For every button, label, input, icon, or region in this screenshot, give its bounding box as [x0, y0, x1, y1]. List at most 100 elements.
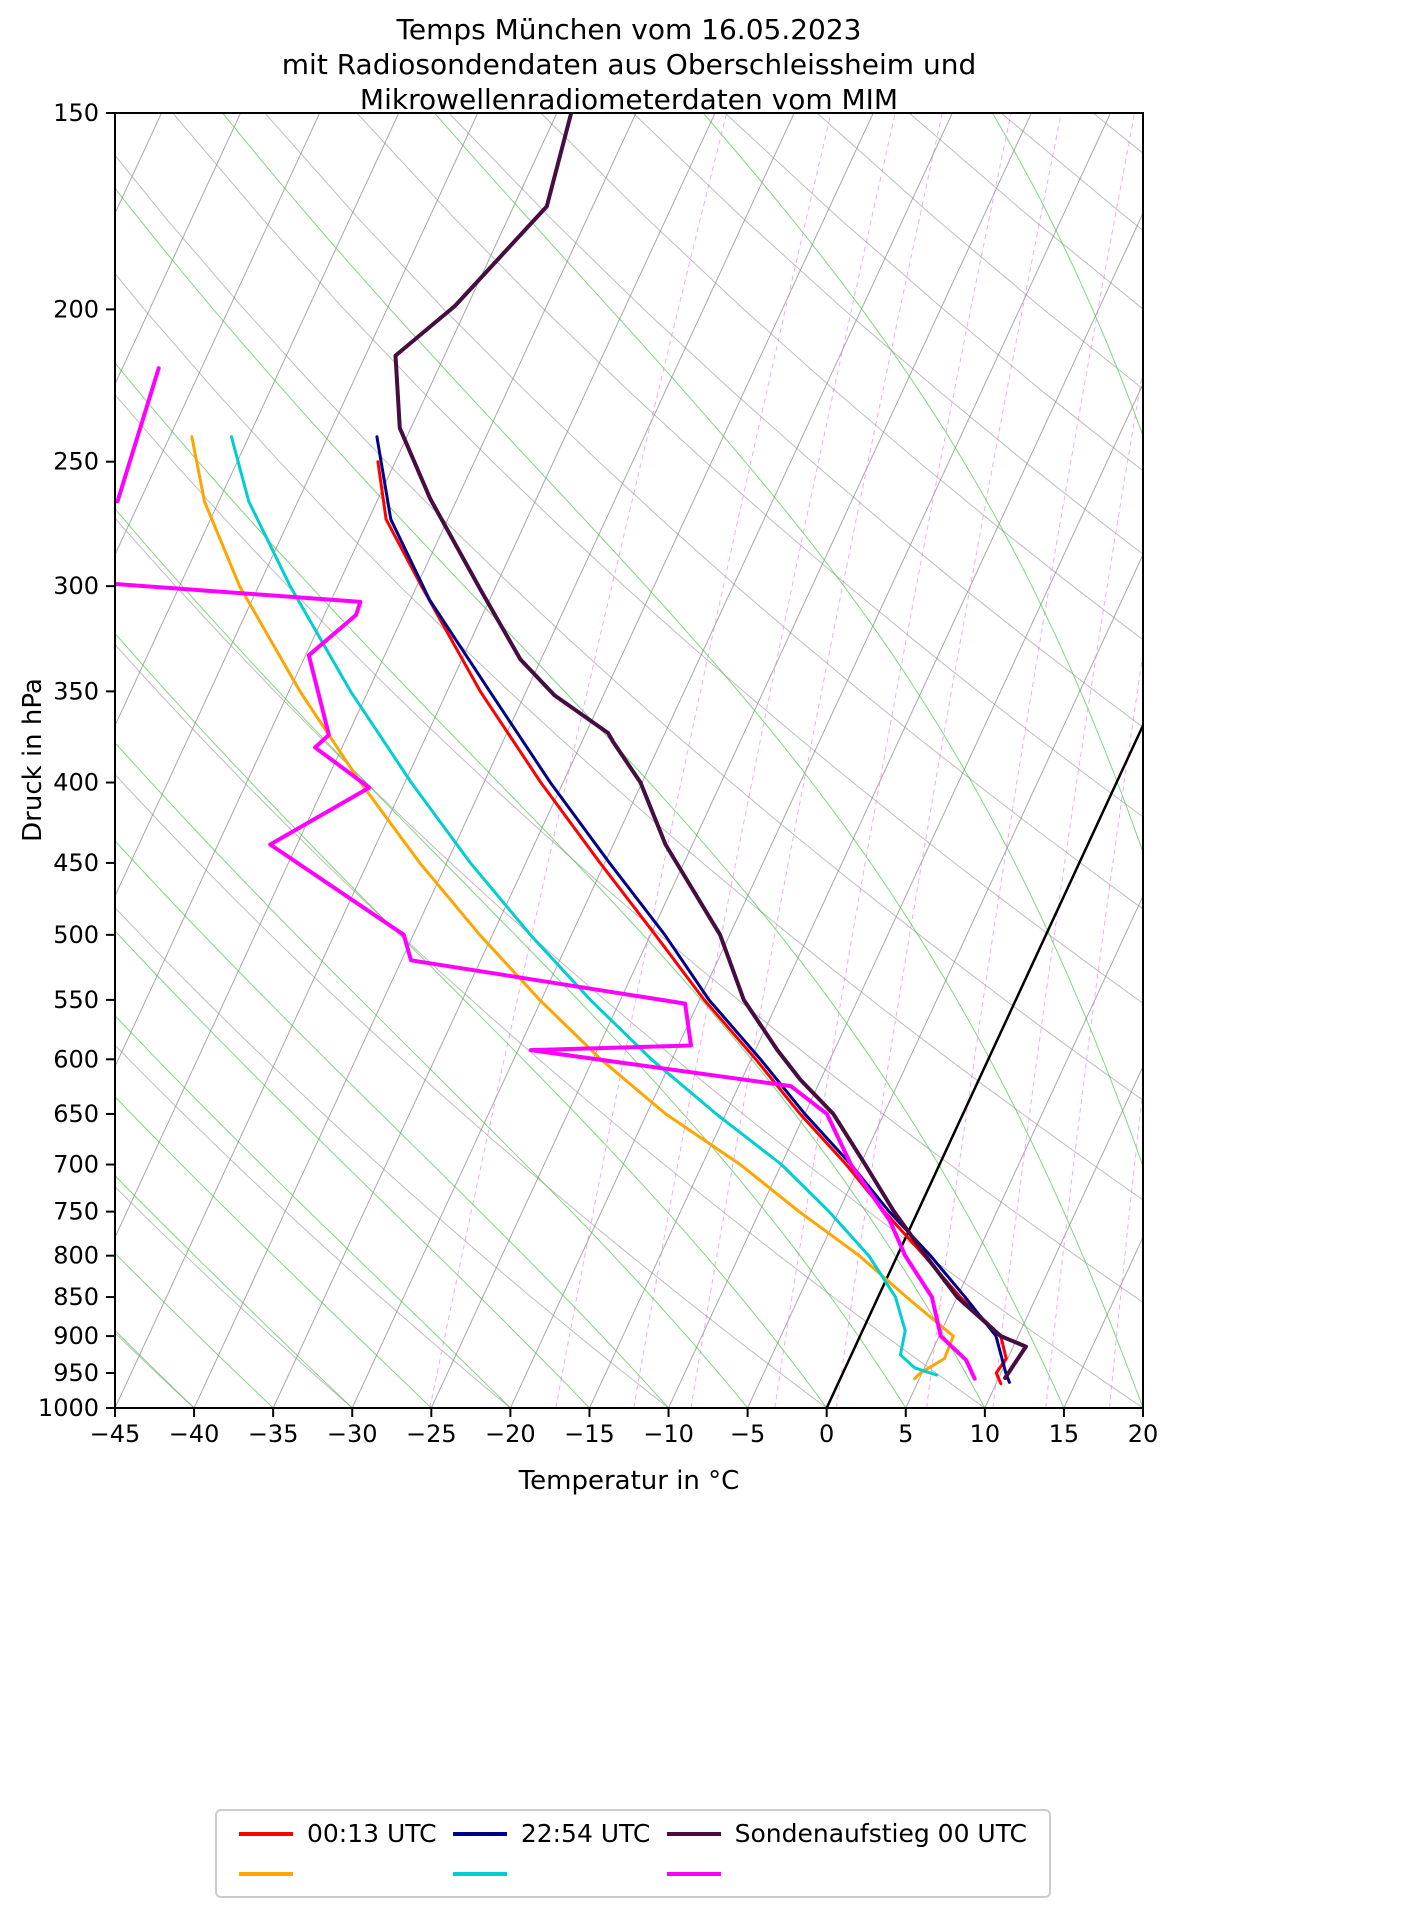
- plot-border: [114, 112, 1144, 1409]
- x-tick-label: −30: [327, 1420, 378, 1448]
- legend-entry-2254utc: 22:54 UTC: [452, 1819, 651, 1886]
- mixing-ratio-line: [926, 113, 1136, 1408]
- isotherm: [984, 1065, 1143, 1408]
- mixing-ratio-line: [690, 113, 943, 1408]
- mixing-ratio-line: [1242, 113, 1389, 1408]
- y-tick-label: 500: [53, 921, 99, 949]
- moist-adiabat: [115, 840, 669, 1408]
- legend-row: 00:13 UTC: [239, 1819, 437, 1848]
- dry-adiabat: [356, 113, 1143, 818]
- dry-adiabat: [115, 517, 1143, 1408]
- x-tick-label: −10: [643, 1420, 694, 1448]
- plot-area: [115, 113, 1427, 1408]
- y-tick-label: 650: [53, 1100, 99, 1128]
- mixing-ratio-line: [555, 113, 832, 1408]
- x-tick-label: 5: [898, 1420, 913, 1448]
- curve-temperature-0013utc: [376, 460, 1008, 1386]
- x-tick-label: −35: [248, 1420, 299, 1448]
- y-tick-label: 150: [53, 99, 99, 127]
- moist-adiabat: [115, 1174, 353, 1408]
- y-tick-label: 950: [53, 1359, 99, 1387]
- legend-label: 22:54 UTC: [520, 1819, 651, 1848]
- isotherm: [905, 894, 1143, 1408]
- legend-swatch-temperature-sondenaufstieg: [666, 1831, 721, 1836]
- figure-title-line3: Mikrowellenradiometerdaten vom MIM: [359, 83, 899, 116]
- dry-adiabat: [816, 113, 1143, 390]
- dry-adiabat: [115, 773, 827, 1408]
- moist-adiabat: [434, 113, 1143, 1168]
- mixing-ratio-line: [633, 113, 896, 1408]
- y-tick-label: 800: [53, 1242, 99, 1270]
- y-tick-label: 250: [53, 448, 99, 476]
- x-tick-label: 0: [819, 1420, 834, 1448]
- mixing-ratio-line: [429, 113, 728, 1408]
- figure-title: Temps München vom 16.05.2023 mit Radioso…: [115, 12, 1143, 117]
- x-tick-label: −20: [485, 1420, 536, 1448]
- legend: 00:13 UTC 22:54 UTC Sondenaufstieg 00 UT…: [215, 1809, 1051, 1898]
- legend-row: [666, 1861, 1027, 1886]
- x-tick-label: −5: [730, 1420, 765, 1448]
- y-tick-label: 300: [53, 572, 99, 600]
- x-tick-label: 15: [1049, 1420, 1080, 1448]
- dry-adiabat: [172, 113, 1143, 1004]
- legend-label: Sondenaufstieg 00 UTC: [734, 1819, 1027, 1848]
- y-tick-label: 700: [53, 1151, 99, 1179]
- mixing-ratio-line: [774, 113, 1012, 1408]
- x-tick-label: −25: [406, 1420, 457, 1448]
- dry-adiabat: [448, 113, 1143, 728]
- x-tick-label: −15: [564, 1420, 615, 1448]
- isotherm: [115, 113, 242, 386]
- moist-adiabat: [115, 741, 748, 1408]
- isotherm: [430, 113, 1032, 1408]
- isotherm: [589, 212, 1143, 1408]
- y-tick-label: 550: [53, 986, 99, 1014]
- legend-swatch-dewpoint-0013utc: [239, 1871, 293, 1876]
- mixing-ratio-line: [992, 367, 1143, 1408]
- dry-adiabat: [632, 113, 1143, 555]
- zero-isotherm: [825, 722, 1143, 1408]
- y-tick-label: 900: [53, 1322, 99, 1350]
- moist-adiabat: [115, 632, 828, 1408]
- dry-adiabat: [264, 113, 1143, 910]
- isotherm: [115, 113, 479, 898]
- moist-adiabat: [992, 113, 1143, 438]
- x-tick-label: −40: [169, 1420, 220, 1448]
- moist-adiabat: [115, 508, 907, 1408]
- curve-temperature-2254utc: [375, 435, 1011, 1384]
- dry-adiabat: [115, 643, 986, 1408]
- dry-adiabat: [115, 1186, 353, 1408]
- curve-temperature-sondenaufstieg-00utc: [393, 113, 1028, 1380]
- isotherm: [115, 113, 400, 727]
- isotherm: [668, 382, 1143, 1408]
- moist-adiabat: [222, 113, 1143, 1408]
- legend-label: 00:13 UTC: [307, 1819, 437, 1848]
- legend-row: 22:54 UTC: [452, 1819, 651, 1848]
- curve-dewpoint-0013utc: [190, 435, 955, 1381]
- x-axis-label: Temperatur in °C: [518, 1466, 740, 1496]
- mixing-ratio-line: [835, 113, 1062, 1408]
- x-tick-label: 20: [1128, 1420, 1159, 1448]
- legend-row: Sondenaufstieg 00 UTC: [666, 1819, 1027, 1848]
- moist-adiabat: [115, 362, 986, 1408]
- moist-adiabat: [1225, 113, 1427, 1408]
- legend-row: [452, 1861, 651, 1886]
- x-tick-label: 10: [970, 1420, 1001, 1448]
- y-tick-label: 1000: [38, 1394, 99, 1422]
- isotherm: [1142, 1406, 1143, 1408]
- y-tick-label: 850: [53, 1283, 99, 1311]
- mixing-ratio-line: [1176, 113, 1336, 1408]
- curve-dewpoint-sondenaufstieg-00utc: [115, 581, 977, 1381]
- mixing-ratio-line: [1109, 1086, 1143, 1408]
- y-tick-label: 600: [53, 1045, 99, 1073]
- dry-adiabat: [540, 113, 1143, 641]
- moist-adiabat: [115, 1014, 511, 1408]
- dry-adiabat: [115, 907, 669, 1408]
- isotherm: [115, 113, 716, 1408]
- isotherm: [193, 113, 795, 1408]
- moist-adiabat: [115, 187, 1065, 1408]
- y-tick-label: 450: [53, 849, 99, 877]
- isotherm: [351, 113, 953, 1408]
- moist-adiabat: [115, 1096, 432, 1408]
